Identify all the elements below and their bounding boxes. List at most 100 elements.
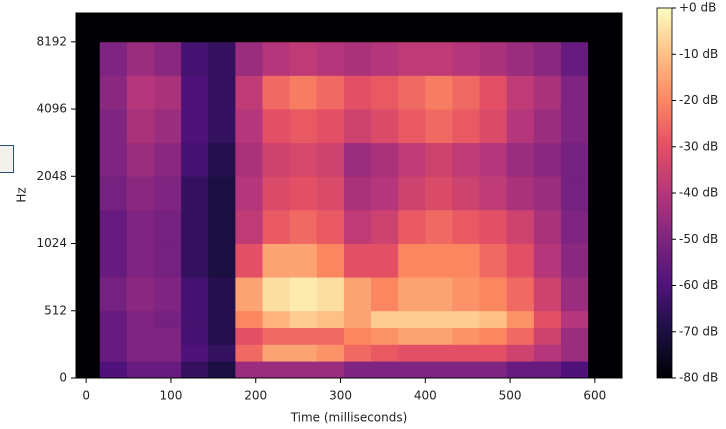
- heatmap-cell: [154, 361, 182, 379]
- heatmap-cell: [289, 327, 318, 345]
- heatmap-cell: [560, 41, 589, 76]
- heatmap-cell: [588, 361, 616, 379]
- heatmap-cell: [235, 344, 263, 362]
- heatmap-cell: [588, 209, 616, 244]
- heatmap-cell: [371, 277, 399, 312]
- heatmap-cell: [154, 75, 182, 110]
- heatmap-cell: [398, 243, 426, 278]
- colorbar-tick-label: -40 dB: [679, 186, 718, 200]
- heatmap-cell: [208, 75, 236, 110]
- heatmap-cell: [126, 209, 155, 244]
- heatmap-cell: [262, 142, 291, 177]
- heatmap-cell: [126, 361, 155, 379]
- heatmap-cell: [506, 41, 535, 76]
- heatmap-cell: [76, 142, 101, 177]
- heatmap-cell: [533, 243, 562, 278]
- heatmap-cell: [76, 75, 101, 110]
- heatmap-cell: [235, 109, 263, 144]
- heatmap-cell: [99, 75, 128, 110]
- heatmap-cell: [99, 243, 128, 278]
- heatmap-cell: [208, 344, 236, 362]
- heatmap-cell: [262, 277, 291, 312]
- heatmap-cell: [208, 109, 236, 144]
- heatmap-cell: [262, 361, 291, 379]
- heatmap-cell: [588, 142, 616, 177]
- heatmap-cell: [371, 75, 399, 110]
- heatmap-cell: [588, 109, 616, 144]
- colorbar: [656, 7, 673, 379]
- heatmap-cell: [316, 344, 345, 362]
- heatmap-cell: [479, 344, 508, 362]
- heatmap-cell: [262, 75, 291, 110]
- heatmap-cell: [425, 176, 453, 211]
- heatmap-cell: [398, 142, 426, 177]
- heatmap-cell: [452, 176, 480, 211]
- heatmap-cell: [398, 176, 426, 211]
- heatmap-cell: [208, 277, 236, 312]
- heatmap-cell: [506, 75, 535, 110]
- heatmap-cell: [371, 361, 399, 379]
- heatmap-cell: [425, 277, 453, 312]
- heatmap-cell: [289, 75, 318, 110]
- heatmap-cell: [343, 41, 372, 76]
- heatmap-cell: [425, 209, 453, 244]
- heatmap-cell: [181, 310, 209, 328]
- heatmap-cell: [533, 176, 562, 211]
- heatmap-cell: [588, 243, 616, 278]
- heatmap-cell: [99, 142, 128, 177]
- heatmap-cell: [181, 41, 209, 76]
- heatmap-cell: [452, 13, 480, 43]
- heatmap-cell: [452, 142, 480, 177]
- heatmap-cell: [588, 310, 616, 328]
- heatmap-cell: [262, 327, 291, 345]
- heatmap-cell: [343, 209, 372, 244]
- heatmap-cell: [316, 209, 345, 244]
- side-box: [0, 145, 14, 173]
- heatmap-cell: [262, 209, 291, 244]
- heatmap-cell: [425, 109, 453, 144]
- heatmap-cell: [289, 176, 318, 211]
- heatmap-cell: [343, 13, 372, 43]
- heatmap-cell: [425, 344, 453, 362]
- heatmap-cell: [560, 13, 589, 43]
- heatmap-cell: [533, 209, 562, 244]
- heatmap-cell: [452, 344, 480, 362]
- heatmap-cell: [398, 75, 426, 110]
- heatmap-cell: [506, 361, 535, 379]
- heatmap-cell: [452, 109, 480, 144]
- heatmap-cell: [235, 277, 263, 312]
- heatmap-cell: [235, 75, 263, 110]
- heatmap-cell: [506, 13, 535, 43]
- heatmap-cell: [452, 209, 480, 244]
- heatmap-cell: [289, 243, 318, 278]
- heatmap-cell: [371, 109, 399, 144]
- heatmap-cell: [588, 41, 616, 76]
- heatmap-cell: [479, 13, 508, 43]
- heatmap-cell: [343, 327, 372, 345]
- heatmap-cell: [343, 243, 372, 278]
- heatmap-cell: [479, 176, 508, 211]
- heatmap-cell: [126, 327, 155, 345]
- heatmap-cell: [235, 361, 263, 379]
- heatmap-cell: [560, 361, 589, 379]
- heatmap-cell: [533, 361, 562, 379]
- heatmap-cell: [181, 327, 209, 345]
- y-axis-label: Hz: [15, 187, 29, 202]
- colorbar-tick-label: -10 dB: [679, 47, 718, 61]
- heatmap-cell: [452, 75, 480, 110]
- heatmap-cell: [76, 209, 101, 244]
- heatmap-cell: [99, 41, 128, 76]
- heatmap-cell: [99, 310, 128, 328]
- heatmap-cell: [425, 41, 453, 76]
- heatmap-cell: [479, 109, 508, 144]
- plot-frame: [75, 12, 623, 379]
- heatmap-cell: [588, 75, 616, 110]
- heatmap-cell: [208, 209, 236, 244]
- heatmap-cell: [208, 142, 236, 177]
- heatmap-cell: [343, 109, 372, 144]
- heatmap-cell: [588, 176, 616, 211]
- heatmap-cell: [425, 75, 453, 110]
- heatmap-cell: [343, 142, 372, 177]
- heatmap-cell: [371, 243, 399, 278]
- heatmap-cell: [235, 176, 263, 211]
